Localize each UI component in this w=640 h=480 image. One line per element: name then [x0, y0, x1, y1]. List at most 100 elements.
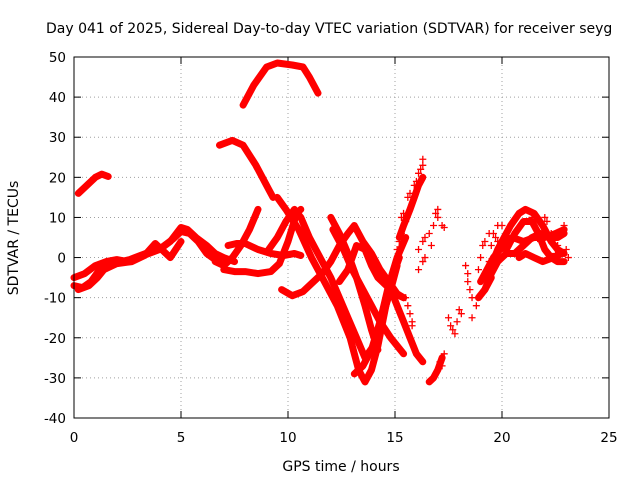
- series-trace-t14: [350, 234, 410, 378]
- y-tick-label: 20: [49, 170, 66, 186]
- data-point-marker: [464, 270, 472, 278]
- series-trace-t23: [515, 250, 566, 266]
- data-point-marker: [474, 266, 482, 274]
- x-axis-label: GPS time / hours: [282, 459, 399, 475]
- data-point-marker: [415, 169, 423, 177]
- data-point-marker: [472, 302, 480, 310]
- data-point-marker: [393, 246, 401, 254]
- data-point-marker: [468, 294, 476, 302]
- series-trace-t24: [498, 226, 568, 245]
- series-trace-t25: [477, 242, 512, 286]
- data-point-marker: [451, 330, 459, 338]
- series-trace-t1: [74, 170, 112, 197]
- data-point-marker: [528, 213, 536, 221]
- data-point-marker: [440, 350, 448, 358]
- data-point-marker: [453, 318, 461, 326]
- data-point-marker: [564, 254, 572, 262]
- data-point-marker: [558, 229, 566, 237]
- x-tick-label: 15: [386, 430, 403, 446]
- data-point-marker: [438, 362, 446, 370]
- data-point-marker: [412, 177, 420, 185]
- data-point-marker: [524, 217, 532, 225]
- y-tick-label: 30: [49, 130, 66, 146]
- y-tick-label: 10: [49, 210, 66, 226]
- data-point-marker: [492, 234, 500, 241]
- data-point-marker: [408, 322, 416, 330]
- data-point-marker: [419, 161, 427, 169]
- data-point-marker: [498, 221, 506, 229]
- data-point-marker: [485, 258, 493, 266]
- data-point-marker: [485, 229, 493, 237]
- y-axis-label: SDTVAR / TECUs: [6, 181, 22, 296]
- data-markers: [393, 155, 572, 370]
- x-axis-ticks: 0 5 10 15 20 25: [70, 57, 618, 446]
- data-point-marker: [425, 229, 433, 237]
- series-trace-t17: [380, 274, 427, 366]
- x-tick-label: 20: [493, 430, 510, 446]
- data-point-marker: [445, 314, 452, 322]
- series-trace-t2: [239, 59, 322, 109]
- y-tick-label: -30: [44, 371, 66, 387]
- y-tick-label: -40: [44, 411, 66, 427]
- series-trace-t26: [475, 274, 495, 302]
- data-point-marker: [397, 213, 405, 221]
- data-point-marker: [479, 242, 487, 250]
- data-point-marker: [464, 278, 472, 286]
- data-point-marker: [419, 238, 427, 246]
- data-point-marker: [543, 217, 551, 225]
- data-point-marker: [547, 229, 555, 237]
- series-trace-t3: [216, 136, 277, 201]
- data-point-marker: [430, 221, 438, 229]
- data-point-marker: [415, 266, 423, 274]
- x-tick-label: 10: [279, 430, 296, 446]
- data-point-marker: [400, 209, 408, 217]
- data-point-marker: [406, 310, 414, 318]
- data-point-marker: [477, 254, 485, 262]
- data-point-marker: [552, 250, 559, 258]
- data-point-marker: [404, 193, 412, 201]
- data-point-marker: [457, 310, 465, 318]
- y-tick-label: 0: [57, 251, 66, 267]
- data-point-marker: [421, 234, 429, 241]
- data-point-marker: [532, 225, 540, 233]
- chart-title: Day 041 of 2025, Sidereal Day-to-day VTE…: [46, 21, 612, 37]
- data-point-marker: [434, 213, 442, 221]
- y-axis-ticks: -40 -30 -20 -10 0 10 20 30 40 50: [44, 50, 609, 427]
- plot-frame: [73, 56, 610, 419]
- data-point-marker: [560, 221, 568, 229]
- series-trace-t9: [211, 205, 262, 270]
- data-point-marker: [404, 302, 412, 310]
- data-point-marker: [417, 165, 425, 173]
- data-point-marker: [415, 246, 423, 254]
- series-trace-t16: [327, 213, 382, 354]
- x-tick-label: 5: [177, 430, 186, 446]
- data-point-marker: [410, 181, 418, 189]
- data-point-marker: [468, 314, 476, 322]
- data-point-marker: [402, 294, 410, 302]
- data-point-marker: [447, 322, 455, 330]
- data-point-marker: [395, 238, 403, 246]
- series-trace-t18: [395, 173, 427, 241]
- data-point-marker: [397, 229, 405, 237]
- data-point-marker: [449, 326, 457, 334]
- data-point-marker: [537, 238, 545, 246]
- x-tick-label: 0: [70, 430, 79, 446]
- data-point-marker: [562, 246, 570, 254]
- data-point-marker: [455, 306, 463, 314]
- data-point-marker: [419, 155, 427, 163]
- data-series: [70, 59, 568, 386]
- data-point-marker: [427, 242, 435, 250]
- data-point-marker: [434, 205, 442, 213]
- y-tick-label: -10: [44, 291, 66, 307]
- data-point-marker: [421, 254, 429, 262]
- data-point-marker: [494, 238, 502, 246]
- data-point-marker: [419, 258, 427, 266]
- data-point-marker: [487, 242, 495, 250]
- y-tick-label: 40: [49, 90, 66, 106]
- data-point-marker: [440, 223, 448, 231]
- data-point-marker: [554, 242, 562, 250]
- data-point-marker: [481, 238, 489, 246]
- data-point-marker: [432, 209, 440, 217]
- y-tick-label: -20: [44, 331, 66, 347]
